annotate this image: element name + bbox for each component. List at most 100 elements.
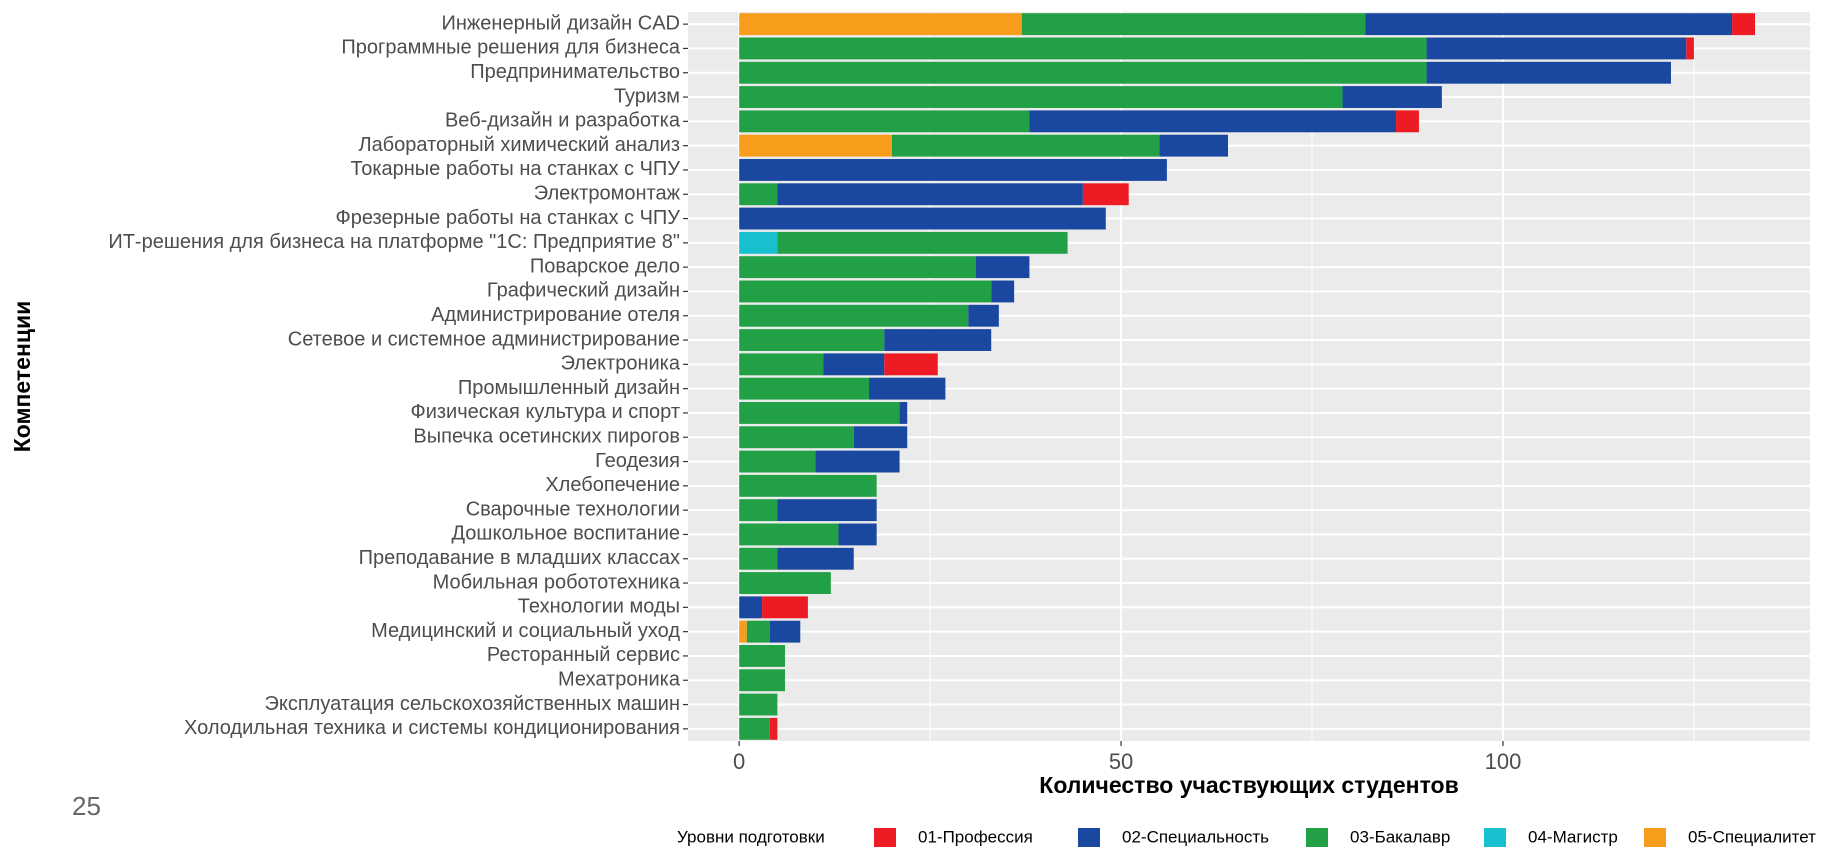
bar-segment xyxy=(739,572,831,594)
legend-label: 01-Профессия xyxy=(918,827,1033,846)
bar-segment xyxy=(739,693,778,716)
x-tick-label: 100 xyxy=(1485,749,1522,774)
y-tick-label: Фрезерные работы на станках с ЧПУ xyxy=(336,207,681,229)
y-tick-label: Предпринимательство xyxy=(470,61,680,83)
bar-segment xyxy=(968,304,999,327)
bar-segment xyxy=(739,353,824,376)
legend-label: 02-Специальность xyxy=(1122,827,1269,846)
bar-segment xyxy=(739,645,786,667)
y-tick-label: Преподавание в младших классах xyxy=(359,547,680,569)
bar-segment xyxy=(815,450,900,473)
bar-segment xyxy=(739,499,778,522)
y-tick-label: Физическая культура и спорт xyxy=(410,401,680,423)
y-tick-label: Геодезия xyxy=(595,450,680,472)
y-tick-label: Лабораторный химический анализ xyxy=(358,134,680,156)
bar-segment xyxy=(838,523,877,546)
bar-segment xyxy=(739,377,870,400)
bar-segment xyxy=(769,717,778,740)
bar-segment xyxy=(739,717,770,740)
legend-label: 05-Специалитет xyxy=(1688,827,1816,846)
legend-key xyxy=(1078,828,1100,847)
legend-key xyxy=(1484,828,1506,847)
y-tick-label: Программные решения для бизнеса xyxy=(341,37,680,59)
bar-segment xyxy=(739,159,1167,181)
y-tick-label: Холодильная техника и системы кондициони… xyxy=(184,717,680,739)
y-tick-label: Инженерный дизайн CAD xyxy=(442,12,681,34)
bar-segment xyxy=(1426,37,1687,60)
y-tick-label: Промышленный дизайн xyxy=(458,377,680,399)
y-tick-label: Эксплуатация сельскохозяйственных машин xyxy=(265,693,681,715)
bar-segment xyxy=(869,377,946,400)
y-tick-label: Выпечка осетинских пирогов xyxy=(413,426,680,448)
bar-segment xyxy=(1732,13,1756,36)
y-tick-label: Мобильная робототехника xyxy=(433,571,681,593)
y-tick-label: Веб-дизайн и разработка xyxy=(445,110,681,132)
bar-segment xyxy=(746,620,770,643)
bar-segment xyxy=(884,329,992,351)
bar-segment xyxy=(853,426,908,449)
bar-segment xyxy=(823,353,885,376)
bar-segment xyxy=(739,183,778,206)
y-tick-label: Сварочные технологии xyxy=(466,498,680,520)
bar-segment xyxy=(1686,37,1694,60)
bar-segment xyxy=(777,547,854,570)
bar-segment xyxy=(739,402,900,424)
y-tick-label: Сетевое и системное администрирование xyxy=(288,328,680,350)
y-tick-label: Поварское дело xyxy=(530,255,680,277)
bar-segment xyxy=(739,669,786,692)
y-tick-label: Мехатроника xyxy=(558,669,681,691)
bar-segment xyxy=(1082,183,1129,206)
bar-segment xyxy=(769,620,801,643)
x-axis-title: Количество участвующих студентов xyxy=(1039,772,1458,798)
bar-segment xyxy=(975,256,1030,279)
y-tick-label: Ресторанный сервис xyxy=(487,644,680,666)
y-tick-label: Электроника xyxy=(561,353,681,375)
bar-segment xyxy=(891,134,1160,157)
bar-segment xyxy=(739,231,778,254)
y-axis-title: Компетенции xyxy=(9,301,35,453)
legend-label: 03-Бакалавр xyxy=(1350,827,1450,846)
bar-segment xyxy=(1396,110,1419,133)
y-tick-label: ИТ-решения для бизнеса на платформе "1С:… xyxy=(108,231,680,253)
bar-segment xyxy=(739,280,992,303)
bar-segment xyxy=(739,256,976,279)
y-tick-label: Хлебопечение xyxy=(545,474,680,496)
bar-segment xyxy=(739,596,763,619)
y-tick-label: Медицинский и социальный уход xyxy=(371,620,680,642)
bar-segment xyxy=(777,183,1083,206)
bar-segment xyxy=(739,523,839,546)
y-tick-label: Графический дизайн xyxy=(487,280,680,302)
bar-segment xyxy=(899,402,908,424)
x-tick-label: 0 xyxy=(733,749,745,774)
bar-segment xyxy=(739,620,747,643)
bar-segment xyxy=(739,547,778,570)
legend-title: Уровни подготовки xyxy=(677,827,825,846)
x-tick-label: 50 xyxy=(1109,749,1133,774)
legend-key xyxy=(874,828,896,847)
bar-segment xyxy=(884,353,938,376)
legend-label: 04-Магистр xyxy=(1528,827,1618,846)
legend-key xyxy=(1306,828,1328,847)
bar-segment xyxy=(739,61,1427,84)
bar-segment xyxy=(991,280,1015,303)
bar-segment xyxy=(739,37,1427,60)
bar-segment xyxy=(1365,13,1733,36)
bar-segment xyxy=(1342,86,1442,108)
bar-segment xyxy=(739,207,1106,230)
y-tick-label: Администрирование отеля xyxy=(431,304,680,326)
bar-segment xyxy=(739,304,969,327)
bar-segment xyxy=(739,13,1022,36)
bar-segment xyxy=(739,86,1343,108)
bar-segment xyxy=(777,499,877,522)
bar-segment xyxy=(762,596,808,619)
page-number: 25 xyxy=(72,791,101,821)
y-tick-label: Технологии моды xyxy=(518,596,680,618)
bar-segment xyxy=(1021,13,1366,36)
bar-segment xyxy=(1426,61,1671,84)
legend-key xyxy=(1644,828,1666,847)
bar-segment xyxy=(739,134,892,157)
y-tick-label: Токарные работы на станках с ЧПУ xyxy=(351,158,681,180)
bar-segment xyxy=(739,474,877,497)
bar-segment xyxy=(777,231,1068,254)
